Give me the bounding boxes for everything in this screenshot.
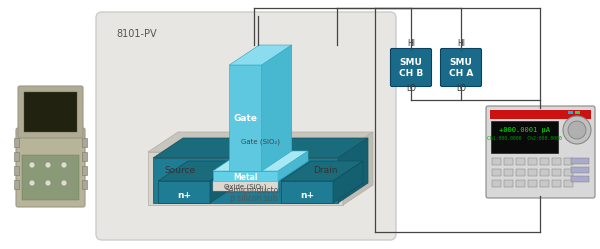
Bar [14,138,19,147]
FancyBboxPatch shape [486,106,595,198]
Circle shape [61,180,67,186]
Circle shape [563,116,591,144]
Bar [14,152,19,161]
Polygon shape [229,45,292,65]
Bar [82,152,87,161]
Text: CH B: CH B [399,69,423,78]
Polygon shape [213,171,278,181]
Bar [490,110,591,119]
Bar [552,180,561,187]
Text: Gate (SiO₂): Gate (SiO₂) [241,138,280,144]
Text: p silicon sub: p silicon sub [230,194,277,203]
Bar [504,158,513,165]
Bar [492,169,501,176]
Text: Gate: Gate [233,114,257,123]
FancyBboxPatch shape [16,128,85,207]
Text: +000.0001 μA: +000.0001 μA [499,127,550,133]
Bar [571,158,589,164]
Polygon shape [153,158,338,203]
Polygon shape [278,151,308,181]
Circle shape [45,162,51,168]
Text: n+: n+ [177,190,191,199]
Circle shape [45,180,51,186]
Polygon shape [343,132,373,205]
Bar [492,180,501,187]
Bar [82,138,87,147]
Polygon shape [148,132,373,152]
Bar [492,158,501,165]
Bar [24,92,77,132]
FancyBboxPatch shape [96,12,396,240]
Bar [540,158,549,165]
Circle shape [61,162,67,168]
Bar [504,180,513,187]
Text: HI: HI [407,39,415,48]
Bar [571,167,589,173]
Text: CH A: CH A [449,69,473,78]
Text: 8101-PV: 8101-PV [116,29,157,39]
Polygon shape [158,181,210,203]
FancyBboxPatch shape [391,49,431,86]
Bar [516,158,525,165]
Polygon shape [262,45,292,171]
Bar [528,158,537,165]
Circle shape [568,121,586,139]
Text: n+: n+ [300,190,314,199]
Bar [491,121,558,153]
Polygon shape [158,161,240,181]
Bar [528,180,537,187]
Bar [568,111,573,114]
Polygon shape [338,138,368,203]
Bar [540,169,549,176]
Circle shape [29,162,35,168]
Text: LO: LO [406,84,416,93]
Bar [82,166,87,175]
Bar [516,169,525,176]
Bar [564,180,573,187]
Bar [564,169,573,176]
Bar [22,155,79,200]
Text: Ch1:000.0000  Ch2:000.0000: Ch1:000.0000 Ch2:000.0000 [487,135,562,140]
Bar [571,176,589,182]
Bar [528,169,537,176]
Text: Oxide (SiO₂): Oxide (SiO₂) [224,184,267,190]
Circle shape [29,180,35,186]
Text: SMU: SMU [449,58,472,67]
Polygon shape [229,65,262,171]
Bar [575,111,580,114]
Polygon shape [210,161,240,203]
Text: LO: LO [456,84,466,93]
Text: Source: Source [164,166,196,175]
Polygon shape [148,152,343,205]
Polygon shape [153,138,368,158]
Text: HI: HI [457,39,465,48]
FancyBboxPatch shape [440,49,482,86]
Bar [516,180,525,187]
Bar [540,180,549,187]
Text: Drain: Drain [313,166,337,175]
Text: Metal: Metal [233,173,258,182]
Text: SMU: SMU [400,58,422,67]
Bar [14,180,19,189]
Text: Semiconductor: Semiconductor [225,186,282,195]
Bar [14,166,19,175]
Polygon shape [333,161,363,203]
Bar [552,158,561,165]
Bar [564,158,573,165]
Polygon shape [281,181,333,203]
FancyBboxPatch shape [18,86,83,138]
Bar [504,169,513,176]
Bar [552,169,561,176]
Bar [82,180,87,189]
Polygon shape [213,151,308,171]
Polygon shape [281,161,363,181]
Polygon shape [213,181,278,191]
